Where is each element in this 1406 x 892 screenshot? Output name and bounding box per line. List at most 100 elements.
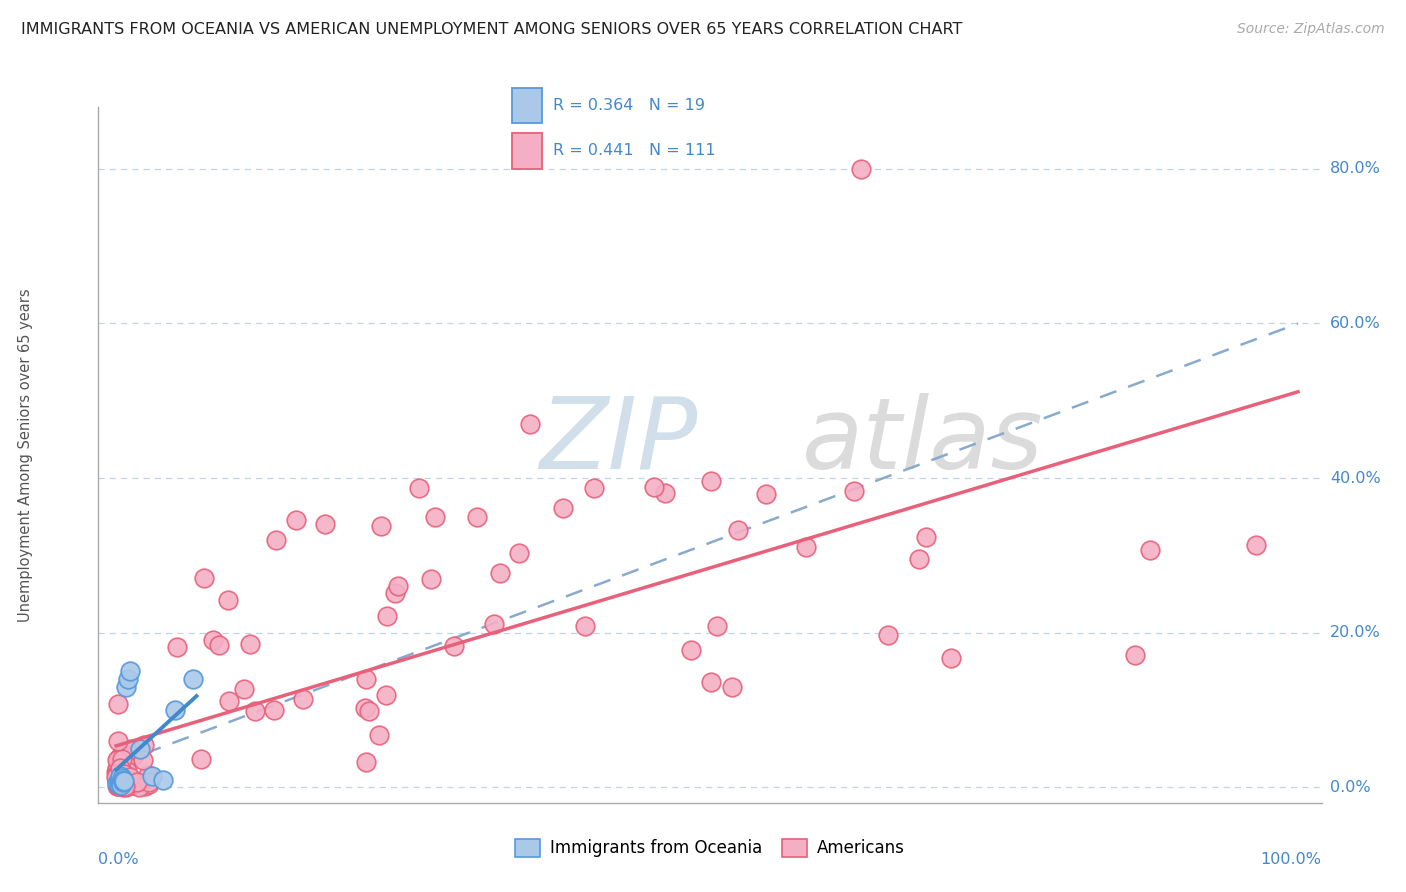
Point <box>654 486 676 500</box>
Point <box>114 772 136 787</box>
Point <box>193 571 215 585</box>
Point <box>375 609 398 624</box>
Point <box>105 761 128 775</box>
Point <box>877 627 900 641</box>
Text: 20.0%: 20.0% <box>1330 625 1381 640</box>
Text: R = 0.364   N = 19: R = 0.364 N = 19 <box>554 98 706 113</box>
Point <box>112 775 135 789</box>
Point <box>107 777 129 791</box>
Point <box>165 703 187 717</box>
Point <box>354 672 377 686</box>
Point <box>482 616 505 631</box>
Point <box>232 682 254 697</box>
Point <box>583 481 606 495</box>
Point <box>706 619 728 633</box>
Point <box>108 761 131 775</box>
Point <box>354 756 377 770</box>
Point <box>190 752 212 766</box>
Point <box>849 161 872 176</box>
Point <box>181 672 204 686</box>
Point <box>152 772 174 787</box>
Point <box>107 779 129 793</box>
Point <box>370 519 392 533</box>
Point <box>124 746 146 760</box>
Text: 60.0%: 60.0% <box>1330 316 1381 331</box>
Point <box>114 772 136 786</box>
Point <box>112 772 135 787</box>
Point <box>141 769 163 783</box>
Point <box>721 680 744 694</box>
Point <box>264 533 287 548</box>
Point <box>384 585 406 599</box>
Point <box>519 417 541 431</box>
Point <box>111 772 134 787</box>
Point <box>508 546 530 560</box>
Point <box>138 774 160 789</box>
Point <box>128 741 150 756</box>
Point <box>263 703 285 717</box>
Point <box>941 651 963 665</box>
Point <box>108 774 131 789</box>
Point <box>217 593 239 607</box>
Point <box>367 728 389 742</box>
Text: atlas: atlas <box>801 392 1043 490</box>
Point <box>114 755 136 769</box>
Point <box>700 475 723 489</box>
Point <box>107 734 129 748</box>
Point <box>1244 538 1267 552</box>
Point <box>138 777 160 791</box>
Point <box>553 500 575 515</box>
Point <box>844 483 866 498</box>
Point <box>134 779 156 793</box>
Point <box>112 772 135 787</box>
Point <box>375 688 398 702</box>
Text: 40.0%: 40.0% <box>1330 471 1381 485</box>
Point <box>243 704 266 718</box>
Point <box>134 738 156 752</box>
Point <box>105 779 128 793</box>
Point <box>166 640 188 654</box>
Point <box>111 766 134 780</box>
FancyBboxPatch shape <box>512 88 541 123</box>
Point <box>111 771 134 785</box>
Point <box>108 756 131 771</box>
Point <box>120 770 142 784</box>
Point <box>354 700 377 714</box>
Point <box>114 779 136 793</box>
Point <box>110 772 132 786</box>
Point <box>105 770 128 784</box>
Point <box>314 516 336 531</box>
Point <box>108 769 131 783</box>
Text: Source: ZipAtlas.com: Source: ZipAtlas.com <box>1237 22 1385 37</box>
Point <box>107 762 129 776</box>
Point <box>419 572 441 586</box>
Point <box>110 747 132 762</box>
Point <box>908 551 931 566</box>
Point <box>239 637 262 651</box>
Text: 80.0%: 80.0% <box>1330 161 1381 177</box>
Point <box>108 776 131 790</box>
Point <box>202 632 225 647</box>
Point <box>120 665 142 679</box>
Point <box>915 530 938 544</box>
Point <box>107 772 129 787</box>
Point <box>443 639 465 653</box>
Point <box>408 481 430 495</box>
Point <box>107 697 129 711</box>
Point <box>114 680 136 694</box>
Point <box>285 513 308 527</box>
Point <box>218 694 240 708</box>
FancyBboxPatch shape <box>512 133 541 169</box>
Point <box>105 753 128 767</box>
Point <box>107 772 129 787</box>
Point <box>111 752 134 766</box>
Point <box>796 540 818 554</box>
Point <box>357 704 380 718</box>
Point <box>117 774 139 789</box>
Point <box>425 509 447 524</box>
Point <box>105 765 128 780</box>
Point <box>117 776 139 790</box>
Point <box>128 780 150 794</box>
Legend: Immigrants from Oceania, Americans: Immigrants from Oceania, Americans <box>509 832 911 864</box>
Point <box>112 774 135 789</box>
